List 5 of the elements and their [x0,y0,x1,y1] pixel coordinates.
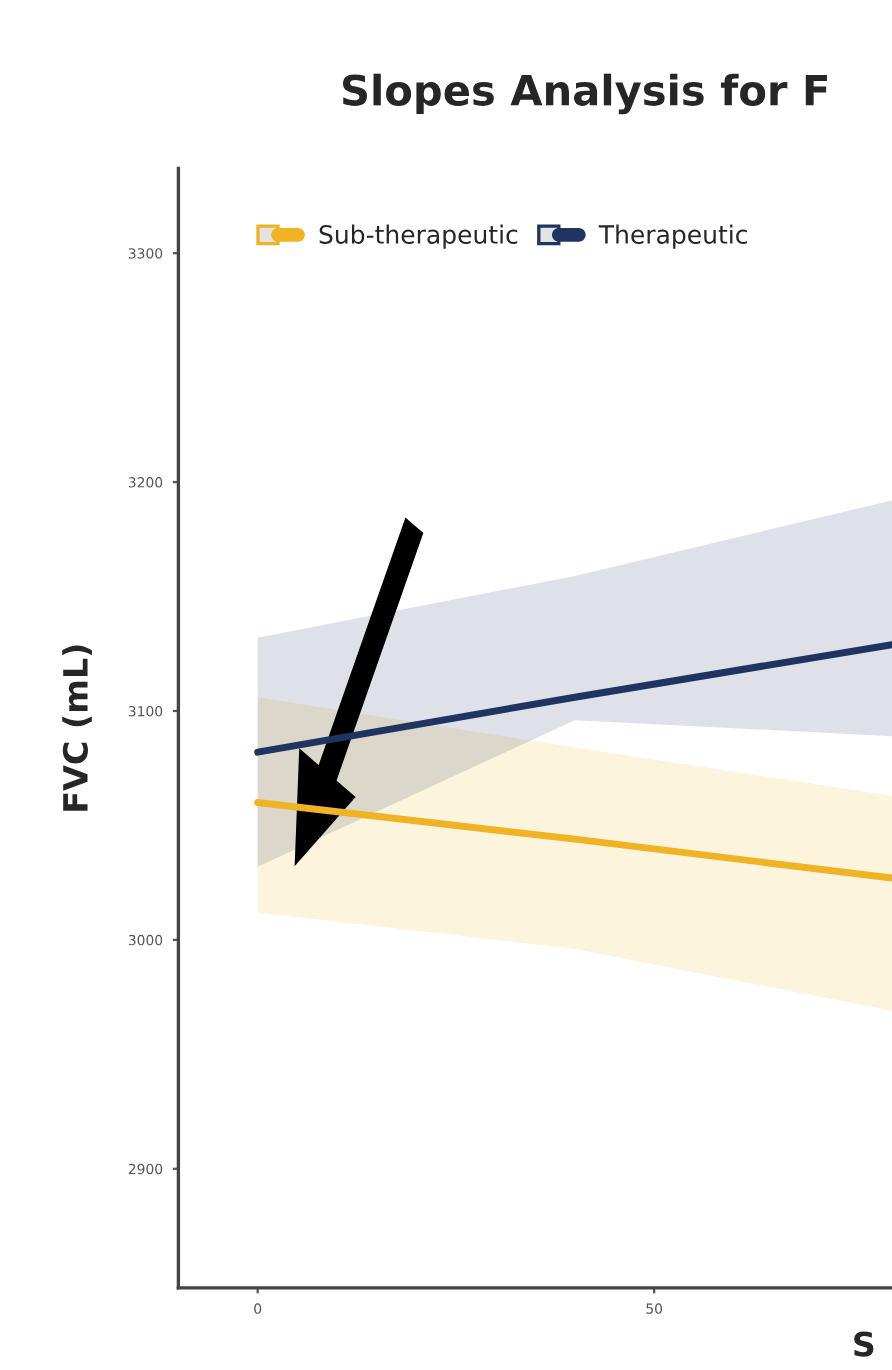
x-axis-title: S [854,1331,874,1357]
legend-label: Therapeutic [598,224,747,249]
y-axis-title: FVC (mL) [62,645,92,811]
chart-title: Slopes Analysis for F [342,73,827,115]
legend-label: Sub-therapeutic [319,224,518,249]
